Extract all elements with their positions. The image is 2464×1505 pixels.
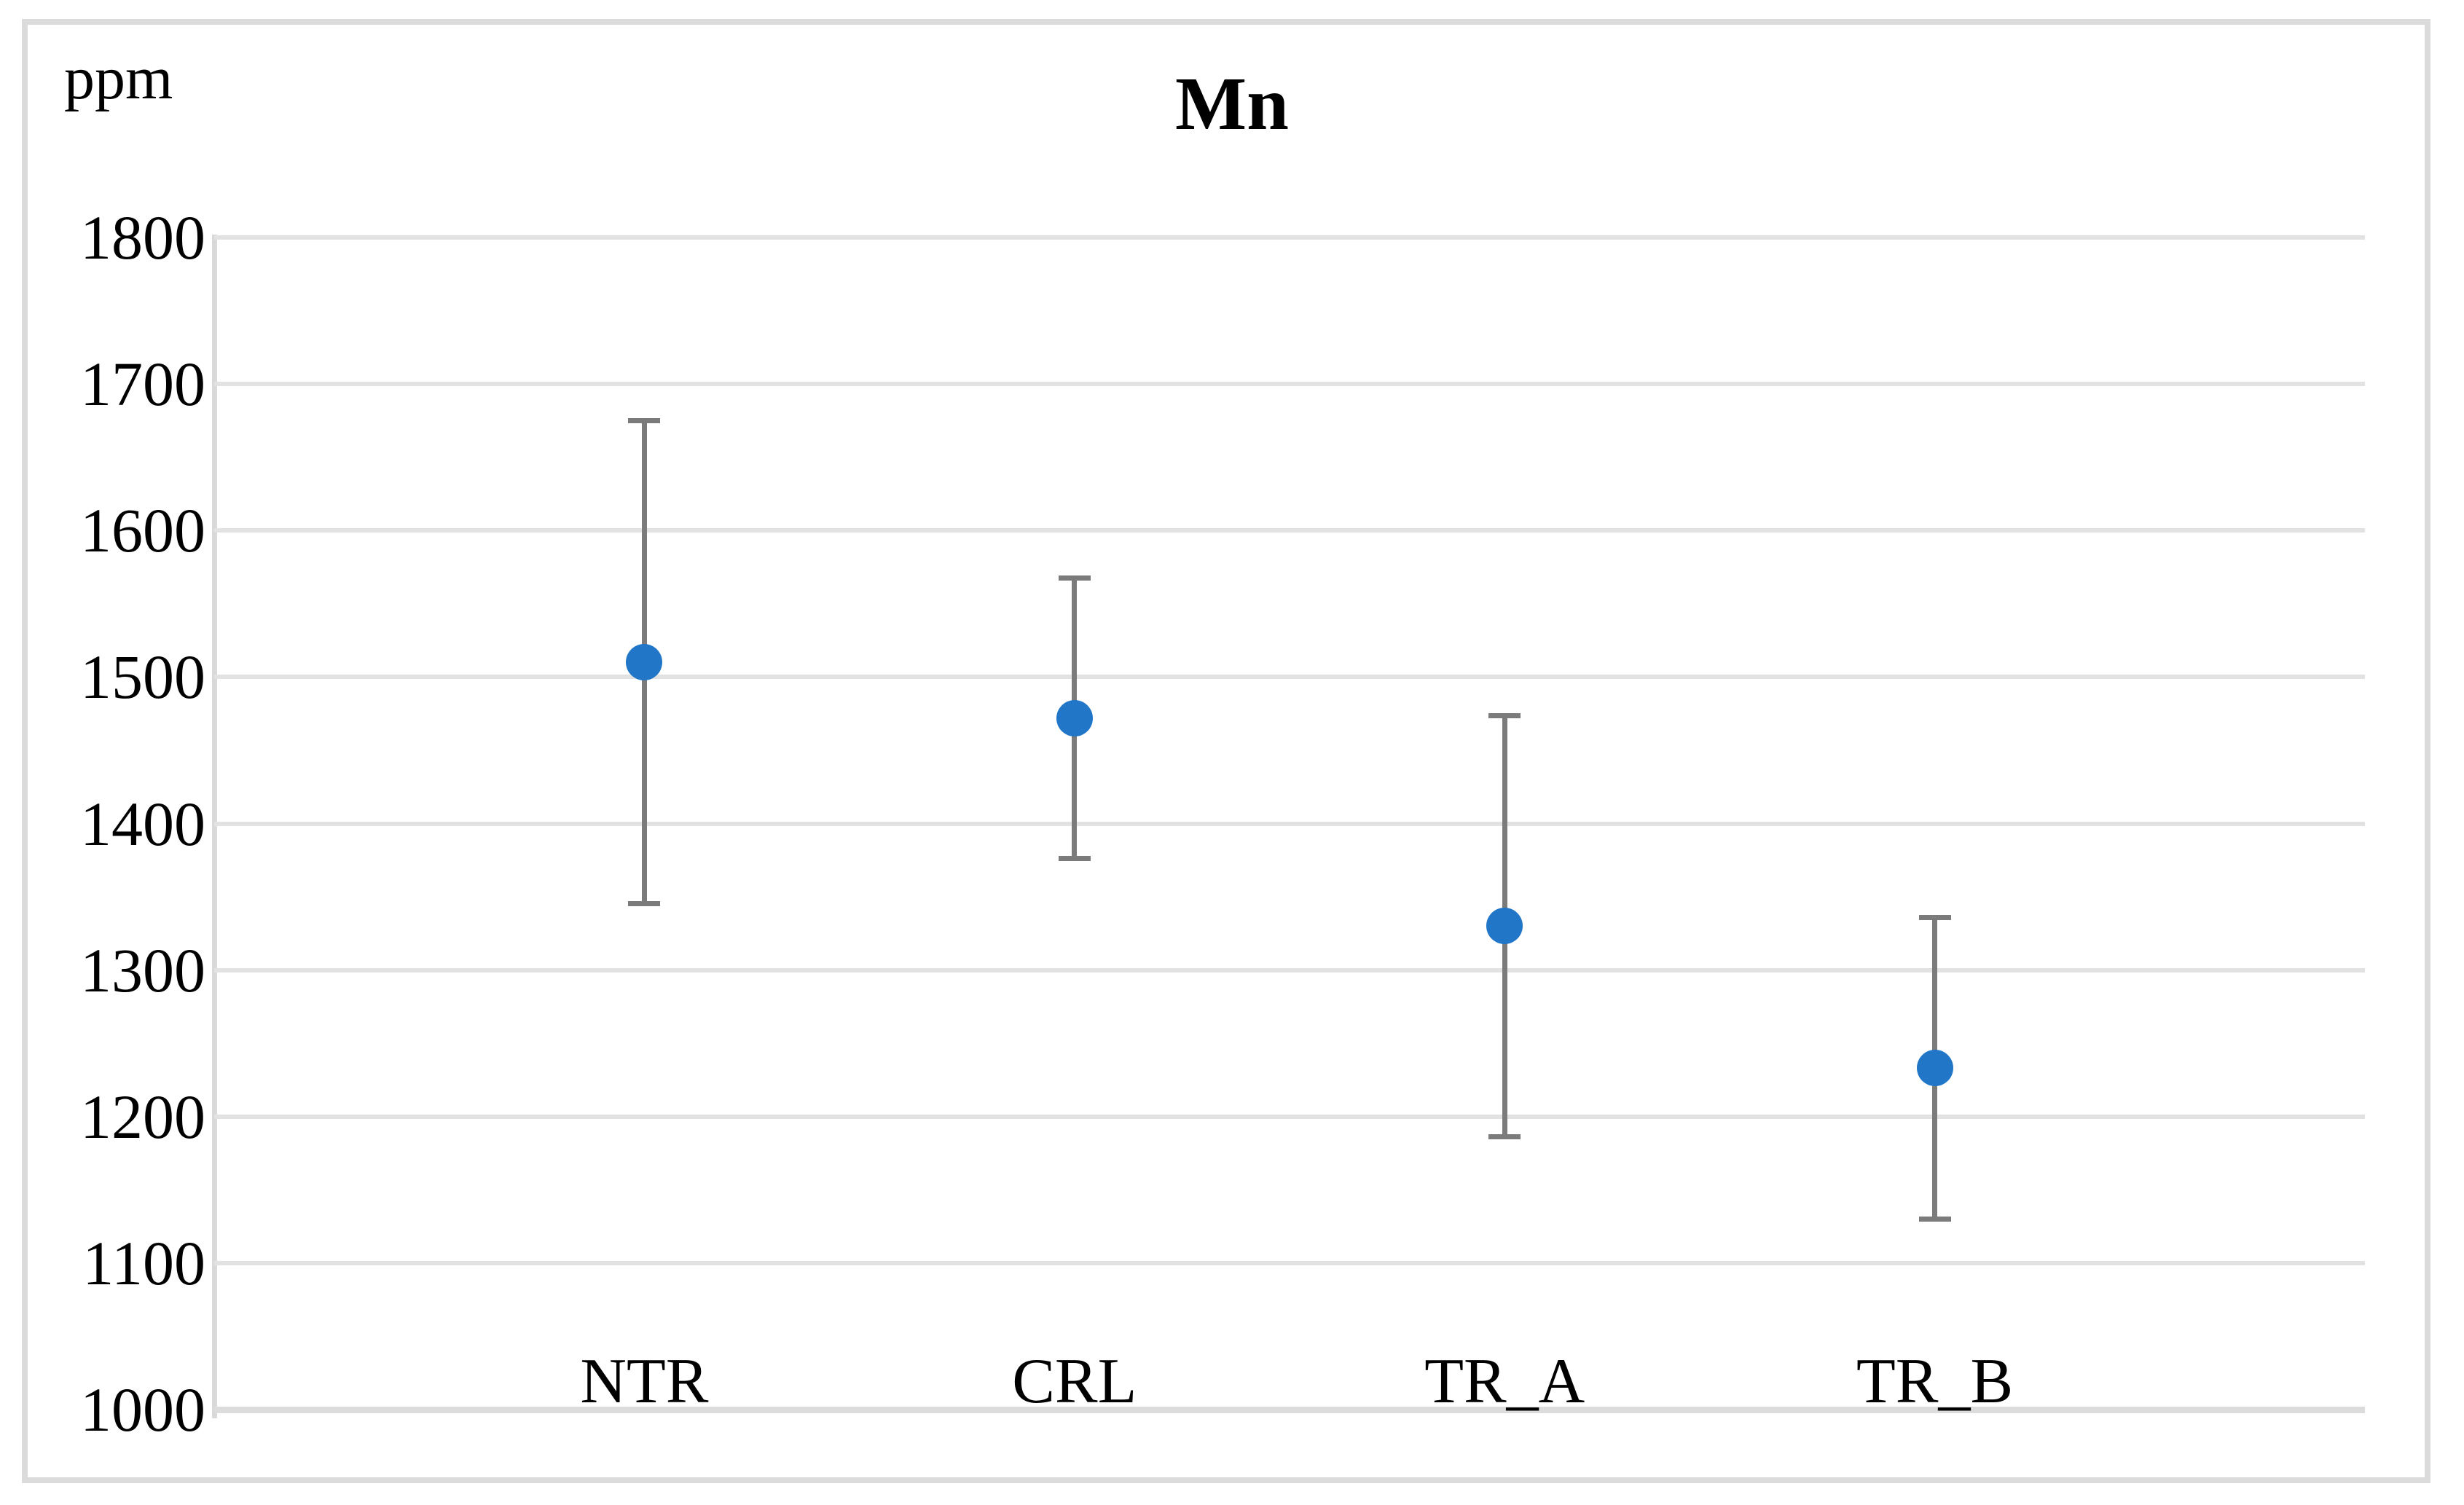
y-tick-label: 1700 bbox=[80, 349, 205, 420]
data-point-marker bbox=[626, 644, 663, 681]
error-bar-cap-top bbox=[1058, 575, 1091, 581]
y-tick-label: 1600 bbox=[80, 495, 205, 566]
error-bar-cap-bottom bbox=[628, 901, 661, 907]
y-axis-unit-label: ppm bbox=[64, 44, 173, 112]
error-bar-cap-top bbox=[628, 418, 661, 424]
y-tick-label: 1400 bbox=[80, 788, 205, 859]
y-tick-label: 1100 bbox=[82, 1227, 205, 1298]
error-bar-cap-bottom bbox=[1488, 1133, 1521, 1139]
x-category-label: CRL bbox=[1012, 1346, 1137, 1417]
gridline bbox=[214, 1114, 2365, 1119]
x-category-label: TR_A bbox=[1424, 1346, 1585, 1417]
gridline bbox=[214, 235, 2365, 240]
data-point-marker bbox=[1056, 699, 1093, 736]
gridline bbox=[214, 967, 2365, 972]
chart-outer-border bbox=[22, 19, 2430, 1483]
error-bar-cap-top bbox=[1918, 915, 1951, 921]
y-tick-label: 1200 bbox=[80, 1081, 205, 1152]
y-tick-label: 1500 bbox=[80, 642, 205, 712]
x-category-label: NTR bbox=[580, 1346, 709, 1417]
gridline bbox=[214, 821, 2365, 826]
x-category-label: TR_B bbox=[1856, 1346, 2014, 1417]
gridline bbox=[214, 528, 2365, 533]
error-bar-cap-bottom bbox=[1918, 1216, 1951, 1222]
data-point-marker bbox=[1916, 1050, 1953, 1087]
y-axis-line bbox=[212, 235, 217, 1418]
y-tick-label: 1000 bbox=[80, 1375, 205, 1445]
data-point-marker bbox=[1486, 908, 1523, 945]
error-bar-cap-bottom bbox=[1058, 855, 1091, 861]
gridline bbox=[214, 675, 2365, 680]
y-tick-label: 1300 bbox=[80, 935, 205, 1005]
x-axis-line bbox=[214, 1407, 2365, 1413]
error-bar-cap-top bbox=[1488, 712, 1521, 718]
gridline bbox=[214, 382, 2365, 387]
y-tick-label: 1800 bbox=[80, 203, 205, 272]
chart-title: Mn bbox=[1175, 62, 1289, 146]
gridline bbox=[214, 1260, 2365, 1265]
